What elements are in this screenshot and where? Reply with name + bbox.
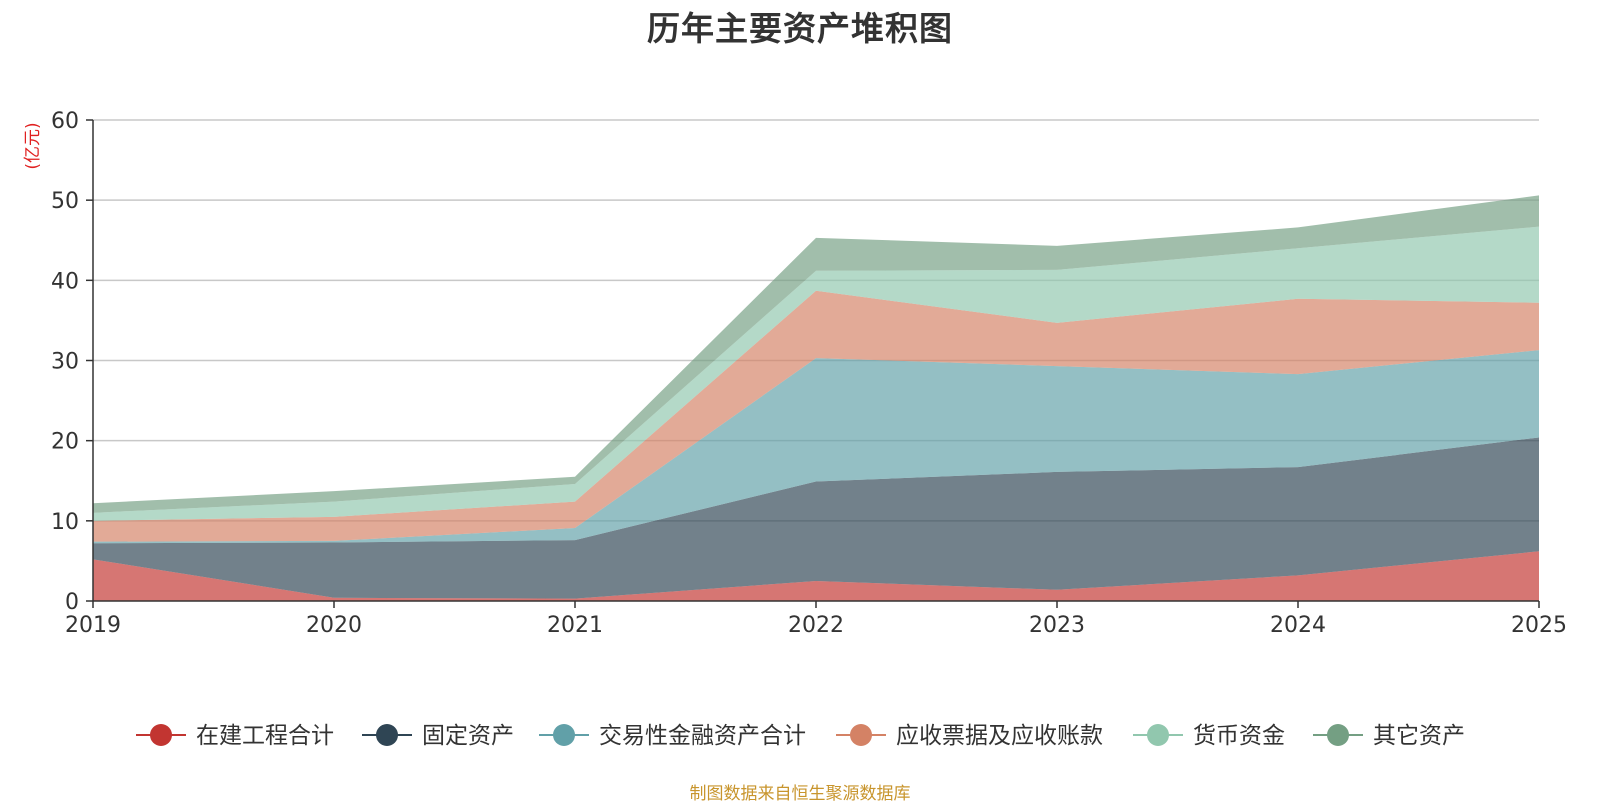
legend-marker (376, 724, 398, 746)
y-tick-label: 60 (51, 109, 79, 134)
y-tick-label: 50 (51, 189, 79, 214)
legend-item-4[interactable]: 应收票据及应收账款 (836, 723, 1103, 749)
x-tick-label: 2023 (1029, 613, 1085, 638)
area-series-6[interactable] (93, 195, 1539, 513)
area-series-3[interactable] (93, 350, 1539, 544)
area-series-2[interactable] (93, 437, 1539, 599)
legend-marker (1327, 724, 1349, 746)
y-tick-label: 40 (51, 269, 79, 294)
y-tick-label: 10 (51, 510, 79, 535)
legend-item-1[interactable]: 在建工程合计 (136, 723, 334, 749)
source-note: 制图数据来自恒生聚源数据库 (689, 784, 911, 804)
x-tick-label: 2020 (306, 613, 362, 638)
x-tick-label: 2019 (65, 613, 121, 638)
legend-label: 在建工程合计 (196, 723, 334, 749)
area-series-1[interactable] (93, 551, 1539, 601)
legend-marker (850, 724, 872, 746)
legend-label: 交易性金融资产合计 (599, 723, 806, 749)
x-tick-label: 2024 (1270, 613, 1326, 638)
x-tick-label: 2025 (1511, 613, 1567, 638)
legend-label: 其它资产 (1373, 723, 1465, 749)
y-tick-label: 30 (51, 350, 79, 375)
y-tick-label: 0 (65, 590, 79, 615)
area-series (93, 195, 1539, 601)
legend-marker (553, 724, 575, 746)
area-series-4[interactable] (93, 290, 1539, 542)
y-axis-unit-label: (亿元) (23, 122, 43, 169)
legend-item-6[interactable]: 其它资产 (1313, 723, 1465, 749)
legend-marker (1147, 724, 1169, 746)
legend-label: 货币资金 (1193, 723, 1285, 749)
legend-label: 固定资产 (422, 723, 514, 749)
x-tick-label: 2021 (547, 613, 603, 638)
legend-item-2[interactable]: 固定资产 (362, 723, 514, 749)
x-tick-label: 2022 (788, 613, 844, 638)
legend-marker (150, 724, 172, 746)
legend-label: 应收票据及应收账款 (896, 723, 1103, 749)
legend: 在建工程合计 固定资产 交易性金融资产合计 应收票据及应收账款 货币资金 其它资产 (136, 723, 1465, 749)
chart-title: 历年主要资产堆积图 (647, 9, 953, 48)
legend-item-3[interactable]: 交易性金融资产合计 (539, 723, 806, 749)
axes: 0 10 20 30 40 50 60 2019 2020 2021 2022 2023 2024 202… (51, 109, 1567, 638)
area-series-5[interactable] (93, 226, 1539, 521)
y-tick-label: 20 (51, 430, 79, 455)
legend-item-5[interactable]: 货币资金 (1133, 723, 1285, 749)
